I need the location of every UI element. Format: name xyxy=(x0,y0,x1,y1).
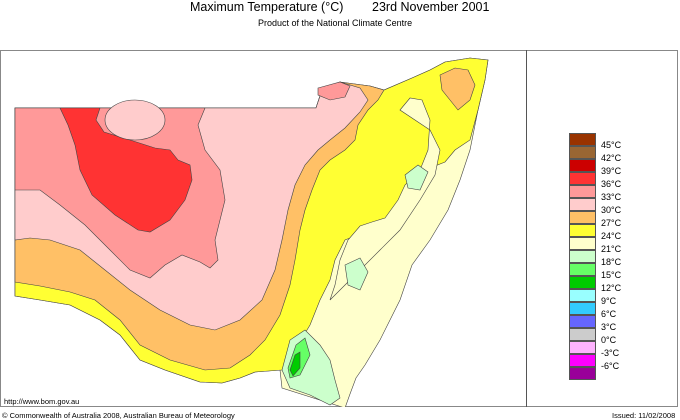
source-url[interactable]: http://www.bom.gov.au xyxy=(4,397,80,406)
legend-swatch xyxy=(569,276,596,289)
legend-label: 45°C xyxy=(601,140,622,150)
legend-swatch xyxy=(569,250,596,263)
map-title: Maximum Temperature (°C) 23rd November 2… xyxy=(0,0,680,16)
title-date: 23rd November 2001 xyxy=(372,0,490,14)
legend-swatch xyxy=(569,198,596,211)
map-frame xyxy=(0,50,678,407)
legend-label: -3°C xyxy=(601,348,620,358)
legend-swatch xyxy=(569,341,596,354)
legend-label: 39°C xyxy=(601,166,622,176)
legend-label: 15°C xyxy=(601,270,622,280)
legend-label: 12°C xyxy=(601,283,622,293)
band-36-39 xyxy=(59,107,193,233)
legend-swatch xyxy=(569,367,596,380)
legend-label: 6°C xyxy=(601,309,617,319)
legend-label: 42°C xyxy=(601,153,622,163)
legend-swatch xyxy=(569,289,596,302)
legend-swatch xyxy=(569,172,596,185)
legend-swatch xyxy=(569,328,596,341)
legend-label: -6°C xyxy=(601,361,620,371)
legend-label: 30°C xyxy=(601,205,622,215)
temperature-map xyxy=(14,57,489,407)
legend-label: 24°C xyxy=(601,231,622,241)
legend-label: 0°C xyxy=(601,335,617,345)
copyright-text: © Commonwealth of Australia 2008, Austra… xyxy=(2,411,235,420)
band-12-15 xyxy=(289,351,301,377)
legend-swatch xyxy=(569,354,596,367)
legend-swatch xyxy=(569,146,596,159)
legend-swatch xyxy=(569,185,596,198)
legend-divider xyxy=(526,50,527,407)
legend-label: 21°C xyxy=(601,244,622,254)
legend-swatch xyxy=(569,315,596,328)
subtitle: Product of the National Climate Centre xyxy=(258,18,413,28)
legend-label: 3°C xyxy=(601,322,617,332)
legend-label: 27°C xyxy=(601,218,622,228)
legend-swatch xyxy=(569,159,596,172)
legend-swatch xyxy=(569,224,596,237)
title-variable: Maximum Temperature (°C) xyxy=(190,0,344,14)
issued-date: Issued: 11/02/2008 xyxy=(612,411,676,420)
legend-label: 18°C xyxy=(601,257,622,267)
legend-label: 33°C xyxy=(601,192,622,202)
legend-swatch xyxy=(569,237,596,250)
legend-swatch xyxy=(569,211,596,224)
legend-swatch xyxy=(569,263,596,276)
legend-label: 9°C xyxy=(601,296,617,306)
legend-label: 36°C xyxy=(601,179,622,189)
legend-swatch xyxy=(569,133,596,146)
legend-swatch xyxy=(569,302,596,315)
